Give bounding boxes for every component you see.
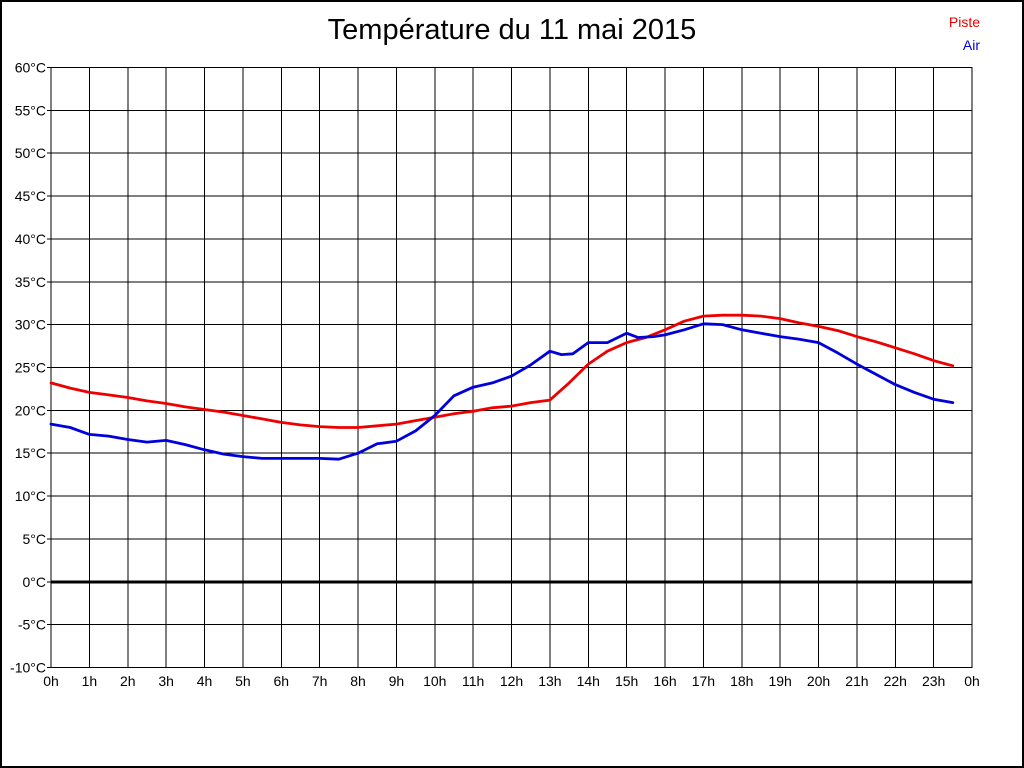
x-tick-label: 14h [577, 673, 600, 689]
x-tick-label: 0h [964, 673, 980, 689]
x-tick-label: 0h [43, 673, 59, 689]
y-tick-label: 15°C [15, 445, 46, 461]
x-tick-label: 4h [197, 673, 213, 689]
piste-line [49, 313, 955, 429]
chart-title: Température du 11 mai 2015 [327, 14, 697, 46]
legend-item-piste: Piste [948, 14, 980, 30]
x-tick-label: 8h [350, 673, 366, 689]
plot-frame [50, 67, 973, 668]
x-tick-label: 13h [538, 673, 561, 689]
y-tick-label: 55°C [15, 102, 46, 118]
y-tick-label: 20°C [15, 402, 46, 418]
x-tick-label: 2h [120, 673, 136, 689]
y-tick-label: 30°C [15, 317, 46, 333]
y-tick-label: 0°C [23, 574, 47, 590]
y-tick-label: 60°C [15, 60, 46, 76]
y-tick-label: -5°C [18, 617, 46, 633]
y-tick-label: 50°C [15, 145, 46, 161]
y-tick-label: -10°C [10, 660, 46, 676]
x-tick-label: 20h [807, 673, 830, 689]
x-tick-label: 9h [389, 673, 405, 689]
air-line [49, 322, 955, 461]
x-tick-label: 12h [500, 673, 523, 689]
x-tick-label: 1h [82, 673, 98, 689]
y-tick-label: 40°C [15, 231, 46, 247]
x-tick-label: 11h [462, 673, 484, 689]
x-tick-label: 10h [423, 673, 446, 689]
y-tick-label: 10°C [15, 488, 46, 504]
x-tick-label: 21h [845, 673, 868, 689]
y-tick-label: 45°C [15, 188, 46, 204]
x-tick-label: 15h [615, 673, 638, 689]
legend-item-air: Air [962, 37, 980, 53]
x-tick-label: 5h [235, 673, 251, 689]
x-tick-label: 22h [884, 673, 907, 689]
x-tick-label: 6h [273, 673, 289, 689]
x-tick-label: 17h [692, 673, 715, 689]
x-tick-label: 3h [158, 673, 174, 689]
chart-legend: Piste Air [949, 11, 980, 57]
x-tick-label: 7h [312, 673, 328, 689]
x-tick-label: 16h [653, 673, 676, 689]
x-tick-label: 18h [730, 673, 753, 689]
y-tick-label: 35°C [15, 274, 46, 290]
x-tick-label: 23h [922, 673, 945, 689]
y-tick-label: 25°C [15, 360, 46, 376]
y-tick-label: 5°C [23, 531, 47, 547]
x-tick-label: 19h [768, 673, 791, 689]
